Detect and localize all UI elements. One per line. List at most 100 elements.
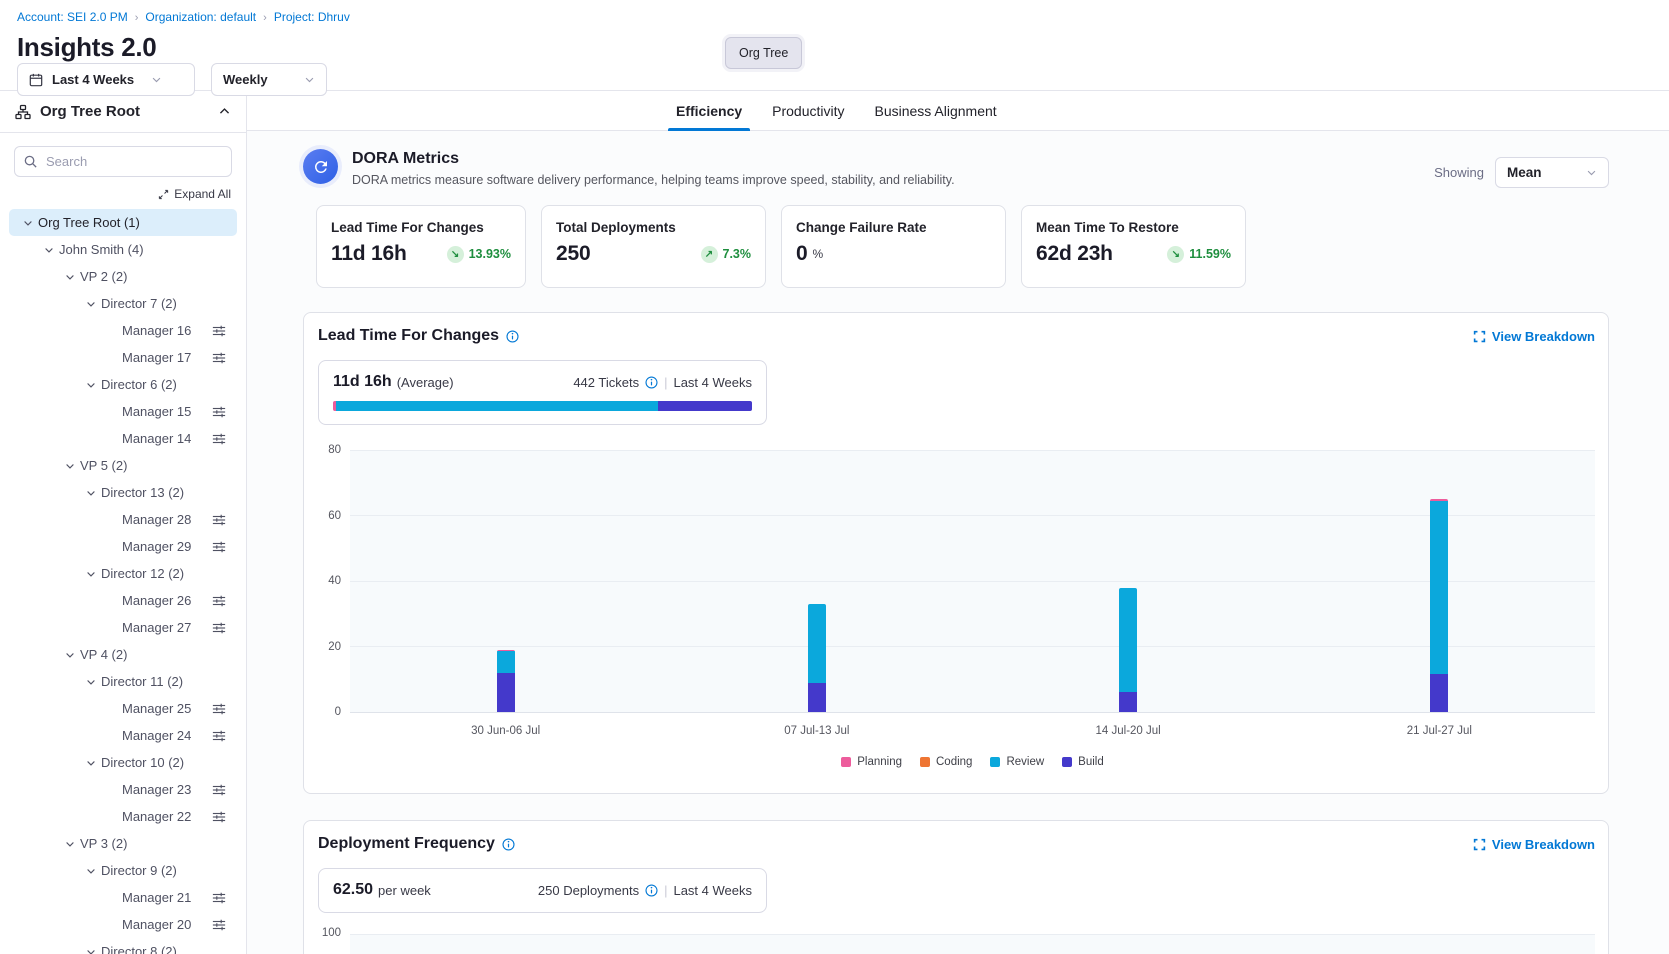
main-layout: Org Tree Root Expand All Org Tree Root (… [0,91,1669,954]
chevron-down-icon[interactable] [80,379,101,391]
chevron-down-icon[interactable] [80,676,101,688]
bar-segment-review [497,651,515,672]
tree-item[interactable]: Manager 26 [9,587,237,614]
dora-metric-cards: Lead Time For Changes11d 16h↘13.93%Total… [316,205,1609,288]
tree-item[interactable]: Manager 14 [9,425,237,452]
filter-sliders-icon[interactable] [212,810,237,824]
chevron-down-icon[interactable] [80,487,101,499]
filter-sliders-icon[interactable] [212,729,237,743]
tree-item[interactable]: John Smith (4) [9,236,237,263]
tree-item[interactable]: Manager 17 [9,344,237,371]
legend-item-coding[interactable]: Coding [920,756,972,768]
tree-item[interactable]: Manager 22 [9,803,237,830]
filter-sliders-icon[interactable] [212,540,237,554]
tree-item[interactable]: Manager 21 [9,884,237,911]
breadcrumb-separator: › [263,12,267,24]
tree-item[interactable]: Manager 25 [9,695,237,722]
metric-card-title: Change Failure Rate [796,220,991,235]
legend-item-planning[interactable]: Planning [841,756,902,768]
filter-sliders-icon[interactable] [212,351,237,365]
filter-sliders-icon[interactable] [212,324,237,338]
legend-item-review[interactable]: Review [990,756,1044,768]
info-icon[interactable] [502,838,515,851]
search-icon [23,154,38,169]
info-icon[interactable] [645,376,658,389]
search-input[interactable] [14,146,232,177]
insight-tabs: Efficiency Productivity Business Alignment [247,91,1669,131]
tree-item[interactable]: Manager 20 [9,911,237,938]
chevron-down-icon[interactable] [80,298,101,310]
gridline [350,450,1595,451]
tree-item[interactable]: Manager 16 [9,317,237,344]
filter-sliders-icon[interactable] [212,918,237,932]
chevron-down-icon[interactable] [38,244,59,256]
filter-sliders-icon[interactable] [212,783,237,797]
org-tree-sidebar: Org Tree Root Expand All Org Tree Root (… [0,91,247,954]
deployment-view-breakdown-link[interactable]: View Breakdown [1473,837,1595,852]
tree-item[interactable]: VP 3 (2) [9,830,237,857]
filter-sliders-icon[interactable] [212,891,237,905]
tab-business-alignment[interactable]: Business Alignment [873,103,999,130]
breadcrumb-link[interactable]: Project: Dhruv [274,10,350,24]
tree-item[interactable]: Director 13 (2) [9,479,237,506]
tree-item[interactable]: Director 6 (2) [9,371,237,398]
trend-badge: ↗7.3% [701,246,752,263]
chevron-down-icon[interactable] [59,271,80,283]
tree-item[interactable]: Director 9 (2) [9,857,237,884]
expand-all-icon [158,189,169,200]
tab-efficiency[interactable]: Efficiency [674,103,744,130]
tree-item[interactable]: Director 8 (2) [9,938,237,954]
tree-item-label: Manager 22 [122,809,191,824]
granularity-dropdown[interactable]: Weekly [211,63,327,96]
tree-item[interactable]: VP 5 (2) [9,452,237,479]
legend-item-build[interactable]: Build [1062,756,1104,768]
filter-sliders-icon[interactable] [212,702,237,716]
chevron-down-icon[interactable] [59,838,80,850]
breadcrumb-link[interactable]: Account: SEI 2.0 PM [17,10,128,24]
info-icon[interactable] [506,330,519,343]
chevron-down-icon[interactable] [80,757,101,769]
tree-item[interactable]: Manager 28 [9,506,237,533]
chevron-down-icon[interactable] [59,649,80,661]
filter-sliders-icon[interactable] [212,513,237,527]
tree-item[interactable]: Manager 15 [9,398,237,425]
info-icon[interactable] [645,884,658,897]
filter-sliders-icon[interactable] [212,432,237,446]
tree-item[interactable]: Manager 23 [9,776,237,803]
chevron-down-icon[interactable] [80,865,101,877]
tab-productivity[interactable]: Productivity [770,103,846,130]
header-row: Insights 2.0 [17,32,1642,63]
tree-item[interactable]: Director 11 (2) [9,668,237,695]
tree-item[interactable]: Director 7 (2) [9,290,237,317]
chevron-down-icon[interactable] [59,460,80,472]
showing-dropdown[interactable]: Mean [1495,157,1609,188]
metric-card: Total Deployments250↗7.3% [541,205,766,288]
filter-sliders-icon[interactable] [212,594,237,608]
breadcrumb-link[interactable]: Organization: default [145,10,256,24]
metric-card-value: 250 [556,242,590,266]
tree-item[interactable]: Manager 27 [9,614,237,641]
tree-item[interactable]: Director 12 (2) [9,560,237,587]
filter-sliders-icon[interactable] [212,405,237,419]
tree-item[interactable]: Director 10 (2) [9,749,237,776]
chevron-down-icon[interactable] [80,946,101,954]
trend-percent: 13.93% [469,247,511,261]
tree-item-label: VP 5 (2) [80,458,127,473]
sidebar-title: Org Tree Root [40,103,140,120]
sidebar-collapse-chevron-up-icon[interactable] [218,105,231,118]
tree-item[interactable]: VP 4 (2) [9,641,237,668]
tree-item[interactable]: Manager 29 [9,533,237,560]
legend-swatch [990,757,1000,767]
filter-sliders-icon[interactable] [212,621,237,635]
bar-segment-review [1119,588,1137,693]
org-tree-toggle-button[interactable]: Org Tree [725,37,802,69]
tree-item[interactable]: Org Tree Root (1) [9,209,237,236]
tree-item-label: Manager 21 [122,890,191,905]
chevron-down-icon[interactable] [17,217,38,229]
tree-item[interactable]: VP 2 (2) [9,263,237,290]
date-range-dropdown[interactable]: Last 4 Weeks [17,63,195,96]
tree-item[interactable]: Manager 24 [9,722,237,749]
chevron-down-icon[interactable] [80,568,101,580]
expand-all-button[interactable]: Expand All [0,177,246,205]
lead-view-breakdown-link[interactable]: View Breakdown [1473,329,1595,344]
